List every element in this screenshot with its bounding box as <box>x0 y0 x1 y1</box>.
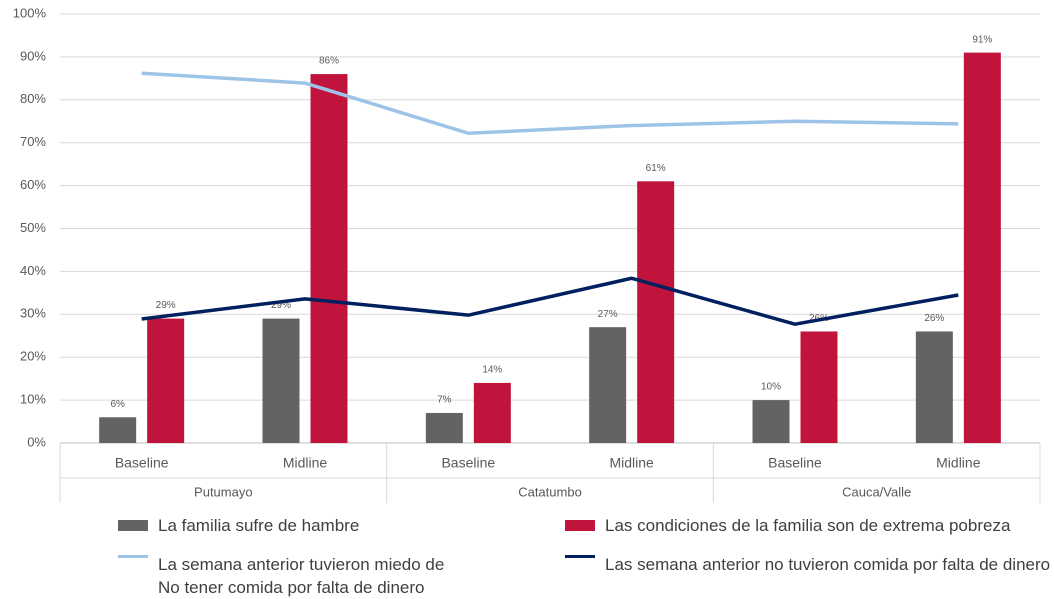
group-label: Putumayo <box>194 484 253 499</box>
bar <box>752 400 790 443</box>
bar <box>310 74 348 443</box>
bar <box>473 382 511 443</box>
y-tick-label: 80% <box>20 91 46 106</box>
y-tick-label: 20% <box>20 349 46 364</box>
data-label: 27% <box>598 309 618 320</box>
y-tick-label: 90% <box>20 48 46 63</box>
group-label: Catatumbo <box>518 484 582 499</box>
y-tick-label: 60% <box>20 177 46 192</box>
data-label: 6% <box>110 399 125 410</box>
data-label: 7% <box>437 395 452 406</box>
data-label: 10% <box>761 382 781 393</box>
bar <box>99 417 137 443</box>
y-tick-label: 0% <box>27 434 46 449</box>
data-label: 14% <box>482 365 502 376</box>
x-tick-label: Baseline <box>441 455 495 471</box>
data-label: 29% <box>156 300 176 311</box>
y-tick-label: 70% <box>20 134 46 149</box>
y-tick-label: 10% <box>20 392 46 407</box>
x-tick-label: Midline <box>283 455 328 471</box>
y-tick-label: 50% <box>20 220 46 235</box>
y-tick-label: 40% <box>20 263 46 278</box>
y-tick-label: 100% <box>13 5 47 20</box>
group-label: Cauca/Valle <box>842 484 911 499</box>
x-tick-label: Baseline <box>768 455 822 471</box>
bar <box>262 318 300 443</box>
data-label: 86% <box>319 56 339 67</box>
line-series <box>141 71 959 136</box>
bar <box>637 181 675 443</box>
bar <box>915 331 953 443</box>
line-series <box>141 276 959 326</box>
y-tick-label: 30% <box>20 306 46 321</box>
data-label: 29% <box>271 300 291 311</box>
x-tick-label: Baseline <box>115 455 169 471</box>
data-label: 91% <box>972 34 992 45</box>
bar <box>147 318 185 443</box>
bar <box>800 331 838 443</box>
bar <box>425 412 463 443</box>
x-tick-label: Midline <box>609 455 654 471</box>
bar <box>589 327 627 443</box>
x-tick-label: Midline <box>936 455 981 471</box>
data-label: 61% <box>646 163 666 174</box>
bar <box>963 52 1001 444</box>
data-label: 26% <box>924 313 944 324</box>
